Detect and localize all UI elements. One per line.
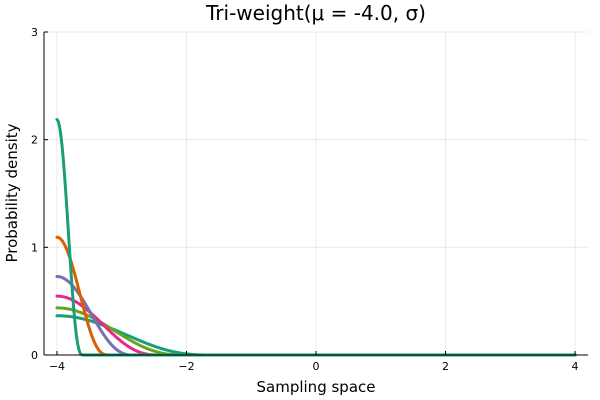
y-axis-label: Probability density: [3, 123, 21, 262]
y-tick-label: 1: [31, 241, 38, 254]
y-tick-label: 3: [31, 26, 38, 39]
x-tick-label: 0: [313, 360, 320, 373]
y-tick-label: 2: [31, 134, 38, 147]
x-axis-label: Sampling space: [257, 378, 376, 396]
grid: [44, 31, 588, 356]
chart-title: Tri-weight(μ = -4.0, σ): [205, 1, 426, 25]
y-tick-label: 0: [31, 349, 38, 362]
x-tick-label: −2: [178, 360, 194, 373]
x-tick-label: 4: [572, 360, 579, 373]
x-axis-ticks: −4 −2 0 2 4: [49, 351, 579, 373]
y-axis-ticks: 0 1 2 3: [31, 26, 48, 362]
x-tick-label: −4: [49, 360, 65, 373]
x-tick-label: 2: [442, 360, 449, 373]
